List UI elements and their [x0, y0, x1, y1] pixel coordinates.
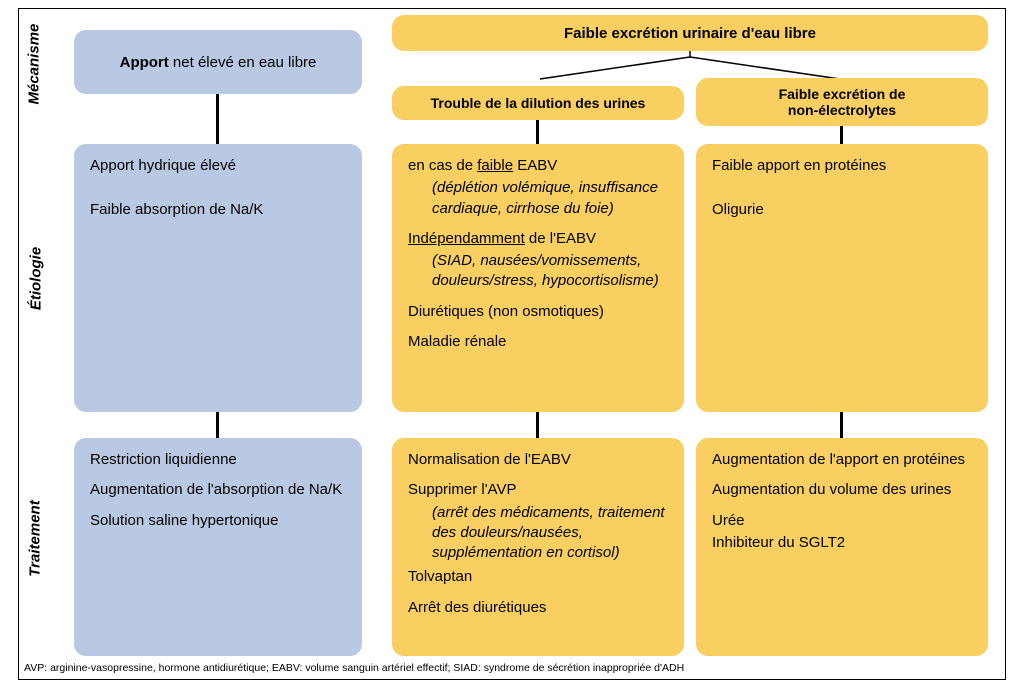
text: Apport hydrique élevé [90, 156, 346, 176]
text: Diurétiques (non osmotiques) [408, 302, 668, 322]
col2-subheader: Trouble de la dilution des urines [392, 86, 684, 120]
text: Tolvaptan [408, 567, 668, 587]
text: Faible excrétion urinaire d'eau libre [564, 25, 816, 42]
col3-etiology: Faible apport en protéines Oligurie [696, 144, 988, 412]
col1-treatment: Restriction liquidienne Augmentation de … [74, 438, 362, 656]
text: (déplétion volémique, insuffisance cardi… [408, 178, 668, 219]
text: de l'EABV [525, 230, 596, 247]
connector [216, 412, 219, 438]
text: Arrêt des diurétiques [408, 598, 668, 618]
text: Supprimer l'AVP [408, 480, 668, 500]
row-label-treatment: Traitement [27, 494, 44, 584]
col1-header: Apport net élevé en eau libre [74, 30, 362, 94]
col2-etiology: en cas de faible EABV (déplétion volémiq… [392, 144, 684, 412]
connector [536, 120, 539, 144]
text: Augmentation de l'apport en protéines [712, 450, 972, 470]
text: Urée [712, 511, 972, 531]
text: Faible absorption de Na/K [90, 200, 346, 220]
text: faible [477, 157, 513, 174]
text: Oligurie [712, 200, 972, 220]
text: Restriction liquidienne [90, 450, 346, 470]
text: (SIAD, nausées/vomissements, douleurs/st… [408, 251, 668, 292]
text: EABV [513, 157, 557, 174]
top-yellow-header: Faible excrétion urinaire d'eau libre [392, 15, 988, 51]
footnote: AVP: arginine-vasopressine, hormone anti… [24, 662, 684, 674]
connector [536, 412, 539, 438]
text: Solution saline hypertonique [90, 511, 346, 531]
col1-header-rest: net élevé en eau libre [169, 54, 317, 71]
text: Maladie rénale [408, 332, 668, 352]
connector [840, 126, 843, 144]
col1-header-bold: Apport [120, 54, 169, 71]
row-label-etiology: Étiologie [28, 239, 45, 319]
text: Faible apport en protéines [712, 156, 972, 176]
text: en cas de [408, 157, 477, 174]
row-label-mechanism: Mécanisme [26, 25, 43, 105]
col1-etiology: Apport hydrique élevé Faible absorption … [74, 144, 362, 412]
text: Faible excrétion de [779, 86, 906, 102]
col2-treatment: Normalisation de l'EABV Supprimer l'AVP … [392, 438, 684, 656]
text: urines [603, 95, 645, 111]
text: Normalisation de l'EABV [408, 450, 668, 470]
text: Inhibiteur du SGLT2 [712, 533, 972, 553]
text: Augmentation de l'absorption de Na/K [90, 480, 346, 500]
text: (arrêt des médicaments, traitement des d… [408, 503, 668, 564]
connector [840, 412, 843, 438]
text: Indépendamment [408, 230, 525, 247]
text: Augmentation du volume des urines [712, 480, 972, 500]
col3-treatment: Augmentation de l'apport en protéines Au… [696, 438, 988, 656]
text: Trouble de la dilution des [431, 95, 604, 111]
col3-subheader: Faible excrétion denon-électrolytes [696, 78, 988, 126]
connector [216, 94, 219, 144]
text: non-électrolytes [788, 102, 896, 118]
